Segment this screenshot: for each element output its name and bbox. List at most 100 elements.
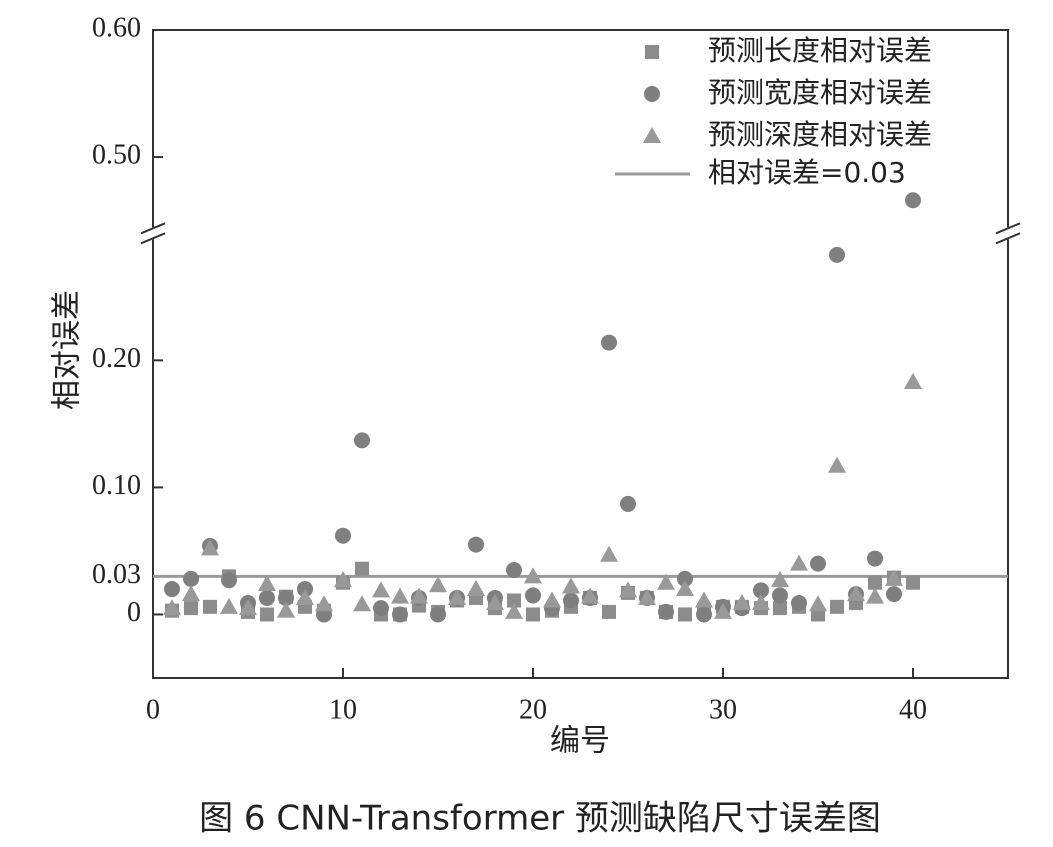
x-axis-title: 编号 <box>550 724 610 759</box>
marker-square <box>184 601 198 616</box>
marker-circle <box>696 606 712 623</box>
marker-circle <box>335 527 351 544</box>
marker-circle <box>354 432 370 449</box>
marker-square <box>260 607 274 622</box>
marker-triangle <box>448 588 466 605</box>
marker-circle <box>677 570 693 587</box>
marker-triangle <box>600 545 618 562</box>
marker-triangle <box>752 594 770 611</box>
marker-square <box>773 601 787 616</box>
marker-triangle <box>467 580 485 597</box>
x-tick-label: 30 <box>709 694 737 725</box>
marker-triangle <box>277 601 295 618</box>
marker-circle <box>373 600 389 617</box>
marker-circle <box>829 246 845 263</box>
marker-circle <box>810 555 826 572</box>
marker-triangle <box>828 456 846 473</box>
marker-triangle <box>429 576 447 593</box>
y-tick-label: 0.50 <box>92 139 141 170</box>
marker-circle <box>392 606 408 623</box>
marker-triangle <box>733 594 751 611</box>
axis-break-mark <box>140 232 166 245</box>
marker-triangle <box>643 127 661 143</box>
marker-square <box>507 593 521 608</box>
marker-square <box>203 599 217 614</box>
marker-square <box>830 599 844 614</box>
marker-triangle <box>258 574 276 591</box>
marker-triangle <box>581 587 599 604</box>
marker-triangle <box>562 577 580 594</box>
marker-triangle <box>714 602 732 619</box>
marker-triangle <box>296 588 314 605</box>
marker-triangle <box>619 581 637 598</box>
marker-triangle <box>771 571 789 588</box>
marker-triangle <box>334 571 352 588</box>
marker-square <box>906 575 920 590</box>
marker-circle <box>164 581 180 598</box>
marker-circle <box>886 586 902 603</box>
marker-circle <box>525 587 541 604</box>
marker-triangle <box>315 595 333 612</box>
marker-triangle <box>657 573 675 590</box>
axis-break-mark <box>995 232 1021 245</box>
legend-label: 预测宽度相对误差 <box>708 76 932 109</box>
marker-circle <box>430 606 446 623</box>
marker-circle <box>601 334 617 351</box>
marker-circle <box>563 592 579 609</box>
marker-circle <box>221 572 237 589</box>
marker-triangle <box>695 591 713 608</box>
marker-circle <box>506 562 522 578</box>
marker-triangle <box>904 372 922 389</box>
legend-label: 预测深度相对误差 <box>708 118 932 151</box>
marker-triangle <box>182 585 200 602</box>
marker-circle <box>183 570 199 587</box>
marker-triangle <box>505 602 523 619</box>
y-tick-label: 0.10 <box>92 470 141 501</box>
y-tick-label: 0.03 <box>92 559 141 590</box>
marker-circle <box>620 495 636 512</box>
marker-triangle <box>410 587 428 604</box>
marker-square <box>645 45 659 59</box>
marker-square <box>868 575 882 590</box>
x-tick-label: 0 <box>146 694 160 725</box>
marker-square <box>602 604 616 619</box>
x-tick-label: 40 <box>899 694 927 725</box>
x-tick-label: 20 <box>519 694 547 725</box>
marker-circle <box>753 582 769 599</box>
marker-circle <box>867 550 883 567</box>
axis-break-mark <box>140 222 166 235</box>
marker-circle <box>468 536 484 553</box>
marker-triangle <box>638 588 656 605</box>
axis-break-gap <box>149 227 157 240</box>
y-tick-label: 0.60 <box>92 12 141 43</box>
marker-triangle <box>391 587 409 604</box>
marker-circle <box>644 86 660 102</box>
axis-break-mark <box>995 222 1021 235</box>
legend-label: 相对误差=0.03 <box>708 156 906 189</box>
marker-circle <box>791 595 807 612</box>
marker-triangle <box>885 569 903 586</box>
marker-triangle <box>790 554 808 571</box>
marker-circle <box>658 603 674 620</box>
marker-triangle <box>353 595 371 612</box>
marker-circle <box>278 589 294 606</box>
caption: 图 6 CNN-Transformer 预测缺陷尺寸误差图 <box>199 799 881 839</box>
marker-circle <box>772 587 788 604</box>
plot-frame <box>152 29 1009 679</box>
y-tick-label: 0.20 <box>92 343 141 374</box>
y-tick-label: 0 <box>127 597 141 628</box>
marker-circle <box>259 589 275 606</box>
marker-triangle <box>201 539 219 556</box>
marker-triangle <box>676 580 694 597</box>
y-axis-title: 相对误差 <box>50 290 85 410</box>
marker-triangle <box>847 585 865 602</box>
marker-triangle <box>372 581 390 598</box>
marker-triangle <box>524 567 542 584</box>
marker-triangle <box>866 587 884 604</box>
marker-triangle <box>543 591 561 608</box>
marker-square <box>355 561 369 576</box>
marker-triangle <box>220 597 238 614</box>
x-tick-label: 10 <box>329 694 357 725</box>
marker-circle <box>905 192 921 209</box>
